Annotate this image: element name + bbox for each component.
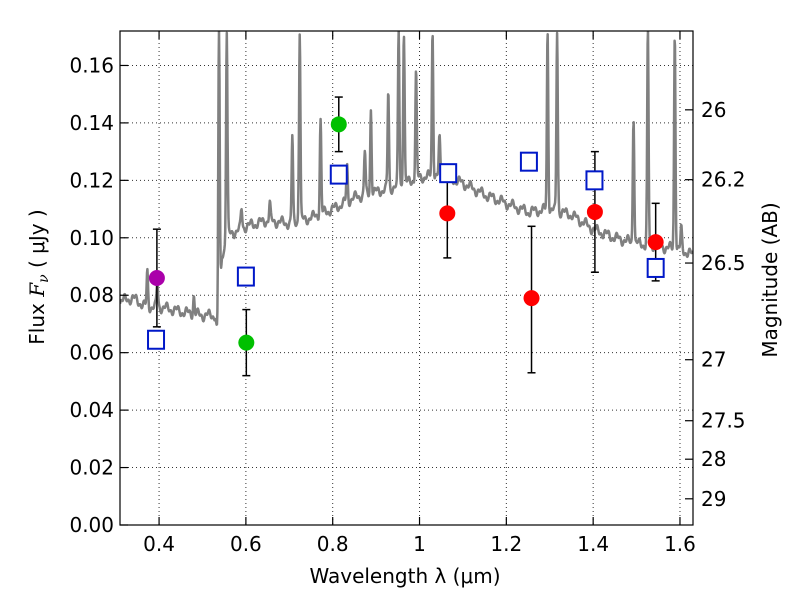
model-band-square	[519, 151, 538, 172]
y-axis-fnu-symbol: F	[25, 282, 49, 298]
y-tick-label: 0.12	[69, 168, 114, 192]
y-tick-label: 0.06	[69, 341, 114, 365]
x-tick-label: 1	[413, 532, 426, 556]
y-tick-label: 0.08	[69, 283, 114, 307]
photometry-point	[330, 116, 347, 133]
y-tick-label: 0.10	[69, 226, 114, 250]
model-band-square	[329, 164, 348, 185]
photometry-point	[586, 203, 603, 220]
y-tick-label: 0.14	[69, 111, 114, 135]
x-tick-label: 1.2	[490, 532, 522, 556]
model-band-square	[147, 329, 166, 350]
y-axis-nu-subscript: ν	[36, 274, 52, 283]
gridlines	[120, 31, 693, 525]
x-tick-label: 1.4	[577, 532, 609, 556]
y-tick-label: 0.02	[69, 456, 114, 480]
model-band-square	[646, 257, 665, 278]
svg-text:Flux Fν ( μJy ): Flux Fν ( μJy )	[25, 209, 52, 344]
right-axis-title: Magnitude (AB)	[758, 202, 782, 357]
y-axis-title-text: Flux	[25, 297, 49, 345]
x-tick-label: 0.8	[317, 532, 349, 556]
plot-frame	[119, 30, 694, 526]
model-band-square	[439, 163, 458, 184]
ticks	[120, 31, 693, 526]
model-band-square	[236, 266, 255, 287]
photometry-points	[148, 116, 664, 351]
y-axis-unit: ( μJy )	[25, 209, 49, 274]
model-band-squares	[147, 151, 665, 350]
tick-labels: 0.4 0.6 0.8 1 1.2 1.4 1.6 0.00 0.02 0.04 0.06 0.08 0…	[69, 53, 745, 556]
spectrum-layer	[120, 31, 693, 326]
x-tick-label: 0.4	[143, 532, 175, 556]
x-tick-label: 1.6	[664, 532, 696, 556]
magnitude-tick-label: 27	[701, 348, 726, 372]
magnitude-tick-label: 27.5	[701, 409, 746, 433]
magnitude-tick-label: 28	[701, 447, 726, 471]
magnitude-tick-label: 26.5	[701, 251, 746, 275]
model-band-square	[585, 170, 604, 191]
magnitude-tick-label: 26.2	[701, 168, 746, 192]
photometry-point	[238, 334, 255, 351]
model-spectrum-line	[120, 31, 693, 326]
y-tick-label: 0.00	[69, 513, 114, 537]
x-axis-title: Wavelength λ (μm)	[309, 564, 500, 588]
y-axis-title: Flux Fν ( μJy )	[25, 209, 52, 344]
y-tick-label: 0.16	[69, 53, 114, 77]
magnitude-tick-label: 29	[701, 487, 726, 511]
y-tick-label: 0.04	[69, 398, 114, 422]
magnitude-tick-label: 26	[701, 98, 726, 122]
photometry-point	[148, 270, 165, 286]
photometry-point	[647, 234, 664, 251]
x-tick-label: 0.6	[230, 532, 262, 556]
photometry-point	[523, 290, 540, 307]
photometry-point	[439, 205, 456, 222]
